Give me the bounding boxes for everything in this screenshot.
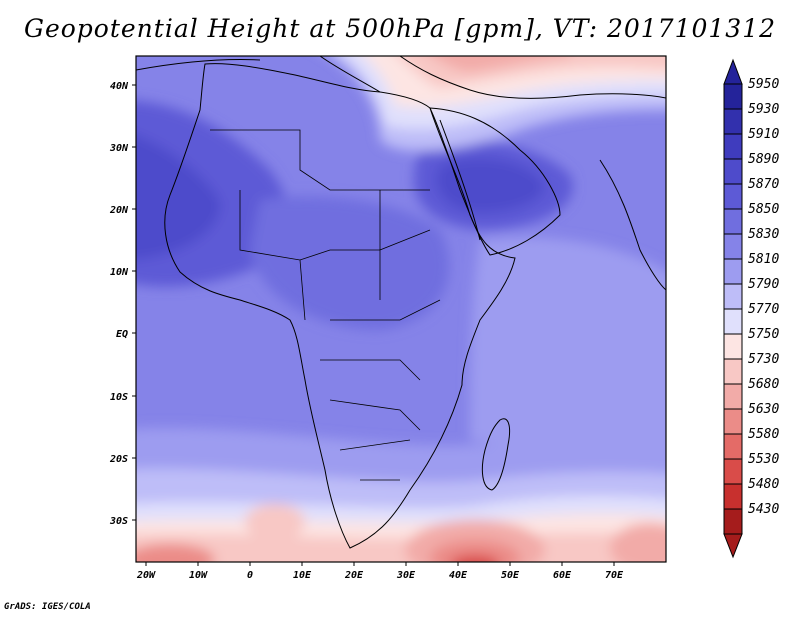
colorbar-box [723, 83, 743, 110]
lon-label: 10E [293, 570, 312, 581]
country-borders [210, 129, 441, 481]
axis-ticks [132, 84, 615, 566]
colorbar-box [723, 208, 743, 235]
colorbar-label: 5530 [748, 452, 779, 467]
colorbar-box [723, 158, 743, 185]
colorbar-label: 5790 [748, 277, 779, 292]
chart-title: Geopotential Height at 500hPa [gpm], VT:… [23, 14, 777, 43]
colorbar-label: 5930 [748, 102, 779, 117]
colorbar-labels: 5950 5930 5910 5890 5870 5850 5830 5810 … [748, 77, 779, 517]
lat-label: 10N [110, 267, 129, 278]
latitude-labels: 40N 30N 20N 10N EQ 10S 20S 30S [109, 81, 129, 527]
europe-coastline [136, 56, 666, 99]
arabia-coastline [429, 107, 561, 256]
longitude-labels: 20W 10W 0 10E 20E 30E 40E 50E 60E 70E [136, 570, 624, 581]
india-coastline [599, 159, 666, 291]
colorbar-bottom-arrow [723, 533, 743, 559]
colorbar-label: 5630 [748, 402, 779, 417]
lat-label: 10S [110, 392, 128, 403]
colorbar-box [723, 408, 743, 435]
lat-label: 20S [109, 454, 128, 465]
colorbar-label: 5430 [748, 502, 779, 517]
colorbar-box [723, 383, 743, 410]
colorbar-label: 5480 [748, 477, 779, 492]
colorbar-label: 5890 [748, 152, 779, 167]
coastlines [136, 56, 666, 549]
lat-label: 30S [109, 516, 128, 527]
lon-label: 30E [396, 570, 416, 581]
colorbar-box [723, 183, 743, 210]
lon-label: 10W [189, 570, 208, 581]
colorbar-label: 5810 [748, 252, 779, 267]
colorbar-box [723, 108, 743, 135]
lon-label: 40E [449, 570, 468, 581]
colorbar-label: 5680 [748, 377, 779, 392]
lat-label: EQ [116, 329, 128, 340]
colorbar-box [723, 333, 743, 360]
colorbar-top-arrow [723, 58, 743, 85]
colorbar-box [723, 133, 743, 160]
colorbar-box [723, 483, 743, 510]
colorbar-box [723, 458, 743, 485]
lon-label: 50E [501, 570, 520, 581]
colorbar-box [723, 258, 743, 285]
lon-label: 20W [136, 570, 156, 581]
lat-label: 30N [109, 143, 129, 154]
colorbar-label: 5830 [748, 227, 779, 242]
colorbar-label: 5730 [748, 352, 779, 367]
colorbar-label: 5580 [748, 427, 779, 442]
colorbar-label: 5870 [748, 177, 779, 192]
colorbar-label: 5850 [748, 202, 779, 217]
map-frame [135, 55, 667, 563]
africa-coastline [164, 63, 516, 549]
lon-label: 60E [553, 570, 572, 581]
lon-label: 0 [247, 570, 253, 581]
height-field [136, 56, 666, 562]
grads-credit: GrADS: IGES/COLA [4, 602, 91, 612]
lat-label: 40N [110, 81, 129, 92]
lon-label: 20E [344, 570, 364, 581]
red-sea-coast [439, 119, 481, 241]
colorbar: 5950 5930 5910 5890 5870 5850 5830 5810 … [723, 58, 779, 559]
colorbar-box [723, 233, 743, 260]
colorbar-boxes [723, 83, 743, 535]
colorbar-box [723, 508, 743, 535]
colorbar-box [723, 433, 743, 460]
colorbar-box [723, 308, 743, 335]
colorbar-box [723, 358, 743, 385]
colorbar-label: 5910 [748, 127, 779, 142]
lon-label: 70E [605, 570, 624, 581]
colorbar-box [723, 283, 743, 310]
colorbar-label: 5750 [748, 327, 779, 342]
colorbar-label: 5950 [748, 77, 779, 92]
madagascar-coastline [481, 418, 511, 491]
lat-label: 20N [109, 205, 129, 216]
colorbar-label: 5770 [748, 302, 779, 317]
